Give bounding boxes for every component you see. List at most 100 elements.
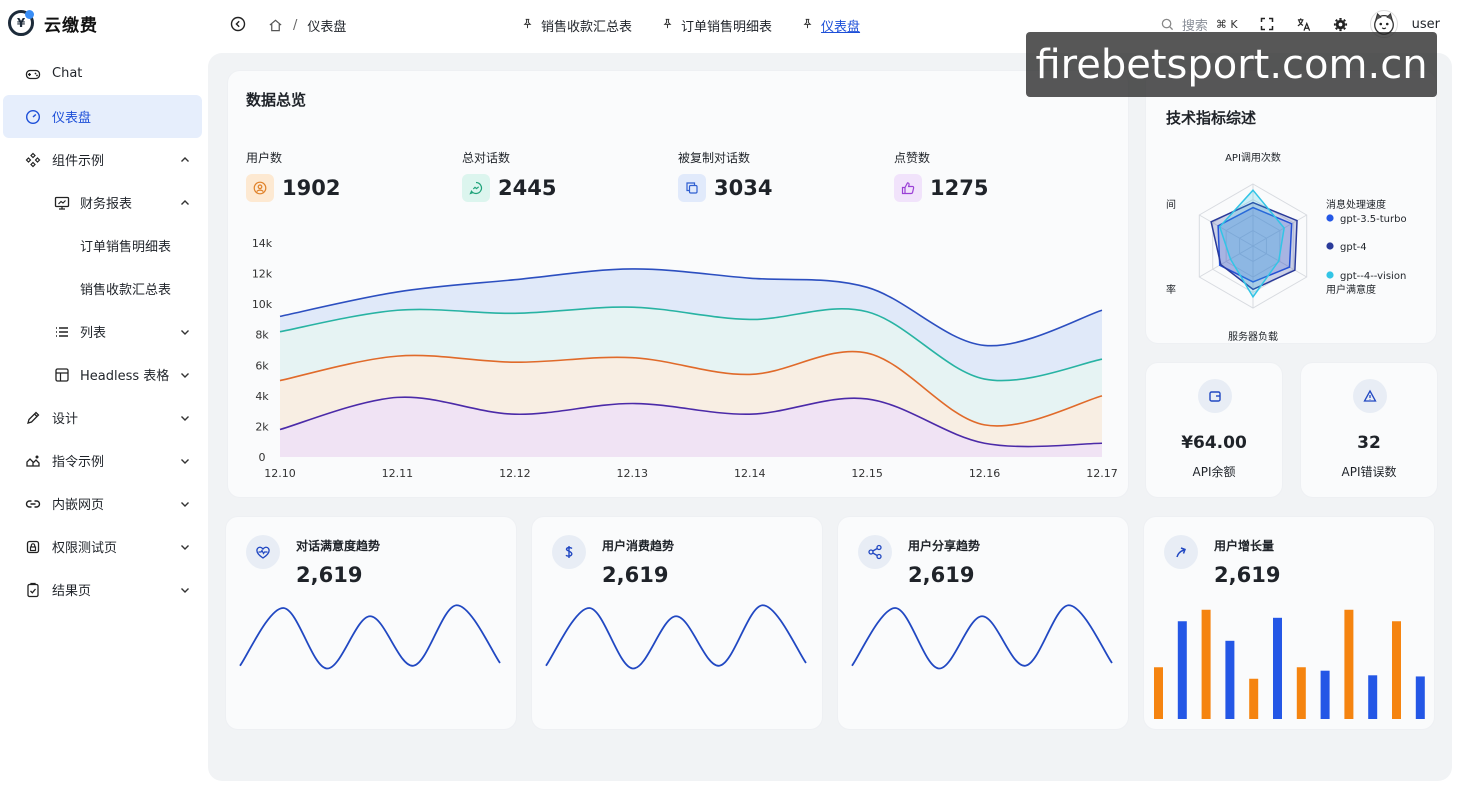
dashboard-icon: [25, 109, 41, 125]
chevron-up-icon[interactable]: [180, 155, 190, 165]
breadcrumb: / 仪表盘: [268, 16, 346, 35]
radar-indicator-label: API调用次数: [1225, 151, 1281, 164]
clipboard-icon: [25, 582, 41, 598]
stat-label: 总对话数: [462, 151, 511, 165]
x-tick-label: 12.11: [382, 467, 414, 480]
sidebar-item[interactable]: 结果页: [0, 568, 210, 611]
sidebar-item[interactable]: 财务报表: [0, 181, 210, 224]
stat-label: 用户数: [246, 151, 283, 165]
trend-line-chart: [239, 604, 501, 670]
trend-card-user-growth: 用户增长量 2,619: [1144, 517, 1434, 729]
pin-icon[interactable]: [802, 18, 813, 33]
sidebar-item[interactable]: 设计: [0, 396, 210, 439]
gamepad-icon: [25, 66, 41, 82]
radar-series: [1218, 189, 1285, 299]
chevron-down-icon[interactable]: [180, 370, 190, 380]
chevron-down-icon[interactable]: [180, 413, 190, 423]
sidebar-item[interactable]: 列表: [0, 310, 210, 353]
chevron-up-icon[interactable]: [180, 198, 190, 208]
chevron-down-icon[interactable]: [180, 456, 190, 466]
area-series-line: [279, 396, 1103, 448]
legend-swatch: [1326, 214, 1334, 222]
stat-value: 3034: [714, 176, 773, 200]
sidebar-item[interactable]: Headless 表格: [0, 353, 210, 396]
sidebar-item[interactable]: 内嵌网页: [0, 482, 210, 525]
sidebar-item-label: 订单销售明细表: [80, 240, 172, 255]
sidebar-item[interactable]: 订单销售明细表: [0, 224, 210, 267]
growth-bar: [1273, 617, 1282, 719]
collapse-sidebar-icon[interactable]: [230, 16, 246, 32]
search-button[interactable]: 搜索 ⌘ K: [1161, 15, 1238, 34]
sidebar-item-label: 组件示例: [52, 154, 105, 169]
radar-axis: [1199, 245, 1254, 278]
tab-bar: 销售收款汇总表 订单销售明细表 仪表盘: [522, 16, 860, 35]
overview-card: 数据总览 用户数 1902 总对话数 2445 被复制对话数 3034 点赞数 1275 0 2…: [228, 71, 1128, 497]
stat-value: 1275: [930, 176, 989, 200]
username[interactable]: user: [1411, 16, 1440, 32]
user-growth-bar-chart: [1154, 609, 1425, 719]
legend-label[interactable]: gpt-4: [1340, 242, 1367, 253]
trend-title: 用户消费趋势: [602, 539, 675, 553]
tab[interactable]: 销售收款汇总表: [522, 16, 632, 35]
sidebar-item[interactable]: 组件示例: [0, 138, 210, 181]
dashboard-content: 数据总览 用户数 1902 总对话数 2445 被复制对话数 3034 点赞数 1275 0 2…: [208, 53, 1452, 781]
sidebar-item-label: 仪表盘: [52, 111, 92, 126]
chevron-down-icon[interactable]: [180, 327, 190, 337]
legend-label[interactable]: gpt-3.5-turbo: [1340, 214, 1407, 225]
radar-series: [1210, 201, 1298, 291]
x-tick-label: 12.10: [264, 467, 296, 480]
home-icon[interactable]: [268, 18, 283, 33]
legend-label[interactable]: gpt--4--vision: [1340, 271, 1406, 282]
tab-label: 订单销售明细表: [681, 20, 773, 35]
sidebar-item[interactable]: 仪表盘: [3, 95, 202, 138]
sidebar-item-label: 内嵌网页: [52, 498, 105, 513]
tab[interactable]: 订单销售明细表: [662, 16, 772, 35]
chevron-down-icon[interactable]: [180, 499, 190, 509]
chevron-down-icon[interactable]: [180, 542, 190, 552]
tech-metrics-title: 技术指标综述: [1166, 109, 1257, 127]
fullscreen-icon[interactable]: [1260, 17, 1274, 31]
trend-line: [545, 604, 807, 670]
trend-value: 2,619: [908, 563, 975, 587]
stat-block: 用户数 1902: [246, 149, 340, 202]
area-series-line: [279, 350, 1103, 427]
sidebar-item[interactable]: Chat: [0, 52, 210, 95]
y-tick-label: 6k: [255, 359, 269, 372]
y-tick-label: 14k: [252, 237, 273, 250]
sidebar-item-label: 设计: [52, 412, 79, 427]
stat-block: 被复制对话数 3034: [678, 149, 772, 202]
radar-axis: [1199, 214, 1254, 247]
sidebar-item[interactable]: 权限测试页: [0, 525, 210, 568]
y-tick-label: 12k: [252, 268, 273, 281]
growth-bar: [1201, 609, 1211, 719]
legend-swatch: [1326, 271, 1334, 279]
sidebar-item-label: Chat: [52, 66, 83, 81]
sidebar-item-label: 权限测试页: [52, 541, 118, 556]
pin-icon[interactable]: [662, 18, 673, 33]
growth-bar: [1249, 678, 1259, 719]
app-logo[interactable]: ¥ 云缴费: [8, 10, 98, 36]
growth-bar: [1225, 640, 1235, 719]
settings-gear-icon[interactable]: [1333, 17, 1348, 32]
sidebar-item[interactable]: 销售收款汇总表: [0, 267, 210, 310]
search-placeholder: 搜索: [1181, 18, 1208, 34]
pin-icon[interactable]: [522, 18, 533, 33]
trend-line: [239, 604, 501, 670]
trend-card-satisfaction: 对话满意度趋势 2,619: [226, 517, 516, 729]
radar-indicator-label: 消息处理速度: [1326, 198, 1386, 211]
radar-series: [1217, 206, 1293, 283]
x-tick-label: 12.13: [617, 467, 649, 480]
tab[interactable]: 仪表盘: [802, 16, 860, 35]
sidebar-item[interactable]: 指令示例: [0, 439, 210, 482]
sidebar-item-label: 结果页: [52, 584, 92, 599]
trend-title: 用户增长量: [1214, 539, 1275, 553]
trend-value: 2,619: [602, 563, 669, 587]
copy-icon: [678, 174, 706, 202]
watermark-overlay: firebetsport.com.cn: [1026, 32, 1437, 97]
chevron-down-icon[interactable]: [180, 585, 190, 595]
y-tick-label: 4k: [255, 390, 269, 403]
growth-bar: [1392, 621, 1401, 719]
monitor-icon: [54, 195, 70, 211]
translate-icon[interactable]: [1296, 17, 1311, 32]
y-tick-label: 10k: [252, 298, 273, 311]
